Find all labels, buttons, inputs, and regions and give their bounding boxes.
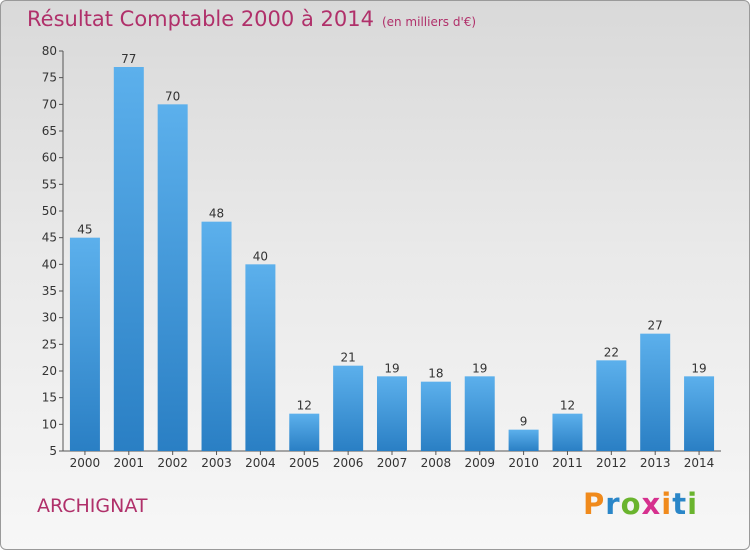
data-label: 18 <box>428 367 443 381</box>
y-tick-label: 5 <box>49 444 57 458</box>
data-label: 48 <box>209 207 224 221</box>
data-label: 19 <box>472 361 487 375</box>
data-label: 77 <box>121 52 136 66</box>
data-label: 40 <box>253 249 268 263</box>
bar <box>289 413 320 451</box>
y-tick-label: 65 <box>42 124 57 138</box>
bar <box>201 221 232 451</box>
x-tick-label: 2003 <box>201 456 232 470</box>
bar <box>377 376 407 451</box>
x-tick-label: 2008 <box>421 456 452 470</box>
x-tick-label: 2001 <box>114 456 145 470</box>
bar <box>596 360 627 451</box>
data-label: 9 <box>520 415 528 429</box>
chart-title: Résultat Comptable 2000 à 2014 (en millie… <box>27 7 476 31</box>
logo-letter: i <box>687 487 699 521</box>
y-tick-label: 20 <box>42 364 57 378</box>
x-tick-label: 2006 <box>333 456 364 470</box>
y-tick-label: 75 <box>42 71 57 85</box>
logo-letter: x <box>641 487 662 521</box>
x-tick-label: 2007 <box>377 456 408 470</box>
x-tick-label: 2009 <box>464 456 495 470</box>
x-tick-label: 2005 <box>289 456 320 470</box>
y-tick-label: 40 <box>42 257 57 271</box>
logo-letter: t <box>672 487 688 521</box>
x-tick-label: 2012 <box>596 456 627 470</box>
x-tick-label: 2000 <box>70 456 101 470</box>
y-tick-label: 10 <box>42 417 57 431</box>
bar <box>113 67 144 451</box>
y-tick-label: 25 <box>42 337 57 351</box>
data-label: 27 <box>648 319 663 333</box>
bar <box>245 264 276 451</box>
logo-letter: P <box>583 487 606 521</box>
axes: 5 10 15 20 25 30 35 40 45 50 55 60 65 70 75 80 2000 2001 2… <box>42 44 721 470</box>
bar <box>508 429 539 451</box>
bar <box>640 333 671 451</box>
data-label: 19 <box>384 361 399 375</box>
bar <box>552 413 583 451</box>
bar <box>69 237 100 451</box>
x-tick-label: 2004 <box>245 456 276 470</box>
data-label: 12 <box>297 399 312 413</box>
y-tick-label: 55 <box>42 177 57 191</box>
x-tick-label: 2010 <box>508 456 539 470</box>
x-tick-label: 2014 <box>684 456 715 470</box>
bar <box>333 365 364 451</box>
data-label: 45 <box>77 223 92 237</box>
y-tick-label: 50 <box>42 204 57 218</box>
y-tick-label: 15 <box>42 391 57 405</box>
bar <box>157 104 188 451</box>
y-tick-label: 45 <box>42 231 57 245</box>
bars <box>69 67 715 451</box>
y-tick-label: 60 <box>42 151 57 165</box>
y-tick-label: 35 <box>42 284 57 298</box>
data-labels: 45 77 70 48 40 12 21 19 18 19 9 12 22 27 19 <box>77 52 706 429</box>
data-label: 22 <box>604 345 619 359</box>
bar <box>464 376 495 451</box>
logo-letter: r <box>605 487 621 521</box>
y-tick-label: 80 <box>42 44 57 58</box>
bar <box>684 376 715 451</box>
y-tick-label: 30 <box>42 311 57 325</box>
logo-letter: i <box>661 487 673 521</box>
chart-title-text: Résultat Comptable 2000 à 2014 <box>27 7 374 31</box>
x-tick-label: 2011 <box>552 456 583 470</box>
chart-subtitle: (en milliers d'€) <box>381 15 477 29</box>
data-label: 21 <box>340 351 355 365</box>
y-tick-label: 70 <box>42 97 57 111</box>
logo-letter: o <box>620 487 642 521</box>
data-label: 12 <box>560 399 575 413</box>
x-tick-label: 2002 <box>157 456 188 470</box>
proxiti-logo: Proxiti <box>583 487 698 521</box>
commune-name: ARCHIGNAT <box>37 495 148 517</box>
data-label: 19 <box>691 361 706 375</box>
x-tick-label: 2013 <box>640 456 671 470</box>
bar <box>420 381 451 451</box>
data-label: 70 <box>165 89 180 103</box>
